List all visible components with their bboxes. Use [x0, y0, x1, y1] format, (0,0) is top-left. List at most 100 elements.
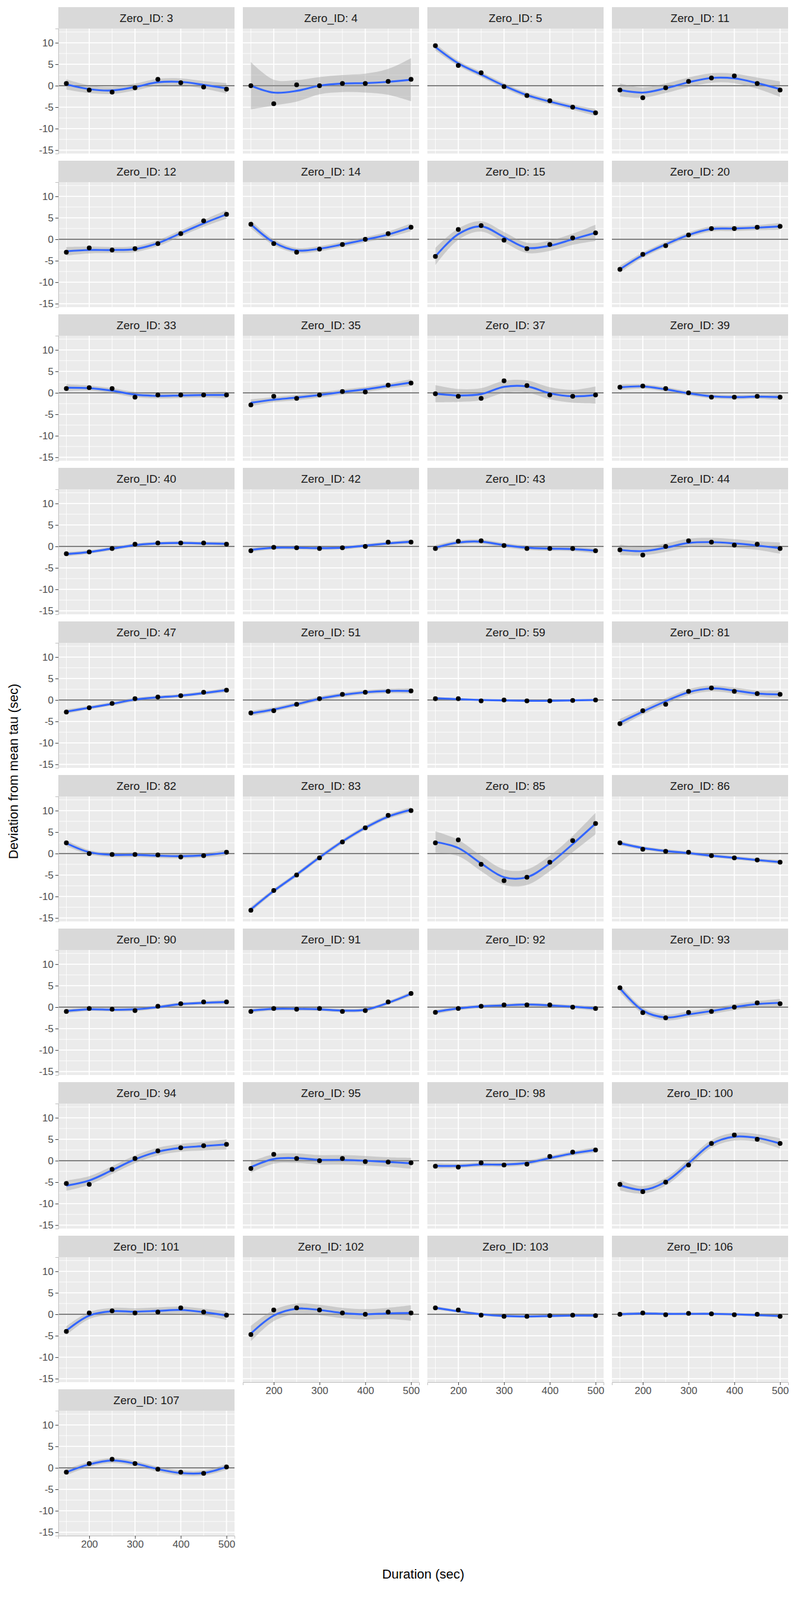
confidence-band [250, 688, 411, 716]
grid-line [611, 127, 789, 130]
smooth-line [250, 1308, 411, 1334]
point [432, 696, 438, 702]
grid-line [273, 489, 275, 615]
smooth-line [66, 1144, 227, 1186]
minor-grid [611, 578, 789, 580]
minor-grid [427, 753, 604, 755]
strip-label: Zero_ID: 20 [670, 165, 730, 179]
point [132, 1008, 138, 1014]
point [224, 1142, 230, 1148]
strip [611, 621, 789, 643]
minor-grid [111, 796, 113, 922]
confidence-band [250, 807, 411, 912]
marks [58, 76, 235, 95]
minor-grid [242, 250, 420, 251]
grid-line [58, 985, 235, 987]
grid-line [242, 567, 420, 569]
minor-grid [611, 492, 789, 493]
strip [58, 1082, 235, 1104]
point [663, 1312, 668, 1318]
minor-grid [242, 360, 420, 361]
grid-line [58, 588, 235, 590]
tick: 10 [42, 651, 59, 664]
minor-grid [58, 1456, 235, 1458]
tick-label: 500 [402, 1385, 420, 1397]
tick-label: 10 [42, 1112, 54, 1124]
point [385, 382, 391, 388]
minor-grid [611, 535, 789, 536]
minor-grid [435, 182, 436, 308]
minor-grid [427, 74, 604, 75]
grid-line [58, 895, 235, 898]
minor-grid [757, 489, 758, 615]
confidence-band [66, 1457, 227, 1477]
minor-grid [427, 710, 604, 712]
panel-background [58, 950, 235, 1075]
minor-grid [611, 952, 789, 954]
minor-grid [242, 1302, 420, 1304]
grid-line [226, 1103, 228, 1229]
minor-grid [242, 1367, 420, 1369]
tick-label: -15 [38, 298, 54, 310]
tick-label: -10 [38, 1044, 54, 1056]
point [63, 1180, 69, 1186]
tick-label: 10 [42, 191, 54, 203]
minor-grid [242, 271, 420, 273]
minor-grid [611, 645, 789, 647]
plot-area: -15-10-50510 [38, 1257, 235, 1385]
point [86, 705, 92, 711]
panel-background [242, 950, 420, 1075]
marks [242, 379, 420, 408]
minor-grid [157, 642, 159, 768]
marks [427, 1147, 604, 1170]
panel: Zero_ID: 106200300400500 [611, 1235, 789, 1397]
point [63, 1329, 69, 1334]
tick-label: 5 [48, 212, 54, 224]
confidence-band [435, 1305, 596, 1318]
minor-grid [427, 1127, 604, 1129]
minor-grid [58, 1060, 235, 1062]
grid-line [427, 85, 604, 87]
panel-background [58, 1257, 235, 1383]
plot-area [427, 796, 604, 922]
point [777, 223, 783, 229]
tick-label: 0 [48, 541, 54, 553]
confidence-band [250, 1303, 411, 1342]
point [363, 1311, 368, 1317]
smooth-line [250, 382, 411, 403]
grid-line [503, 950, 505, 1075]
point [385, 813, 391, 818]
grid-line [503, 28, 505, 154]
grid-line [611, 874, 789, 876]
grid-line [58, 545, 235, 548]
grid-line [242, 742, 420, 744]
tick-mark [55, 350, 59, 351]
minor-grid [611, 271, 789, 273]
point [777, 1314, 783, 1320]
smooth-line [250, 809, 411, 909]
point [317, 1307, 323, 1313]
reference-line [58, 545, 235, 547]
grid-line [242, 852, 420, 855]
point [754, 80, 760, 86]
minor-grid [58, 185, 235, 186]
point [593, 392, 599, 398]
panel-background [427, 950, 604, 1075]
minor-grid [157, 28, 159, 154]
minor-grid [611, 1260, 789, 1261]
point [385, 999, 391, 1005]
minor-grid [58, 820, 235, 822]
grid-line [611, 720, 789, 723]
point [86, 1461, 92, 1467]
panel: Zero_ID: 93 [611, 928, 789, 1075]
point [63, 840, 69, 846]
panel: Zero_ID: 20 [611, 160, 789, 308]
minor-grid [427, 864, 604, 865]
grid-line [427, 1117, 604, 1119]
grid-line [242, 435, 420, 437]
grid-line [427, 720, 604, 723]
strip [58, 1235, 235, 1258]
point [501, 697, 507, 703]
minor-grid [58, 96, 235, 98]
tick-mark [55, 1489, 59, 1490]
